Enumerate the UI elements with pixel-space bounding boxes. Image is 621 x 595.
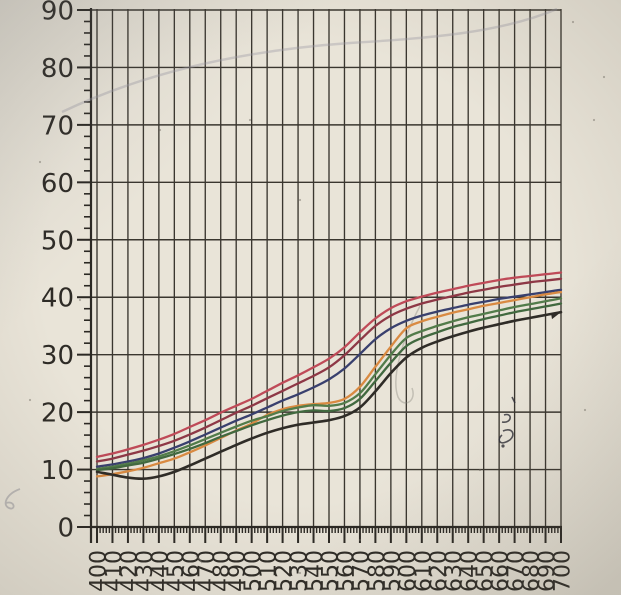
y-axis-label: 80 bbox=[41, 54, 74, 84]
ink-dot bbox=[501, 444, 505, 448]
x-axis-label: 650 bbox=[473, 550, 498, 592]
y-axis-label: 60 bbox=[41, 169, 74, 199]
speck bbox=[583, 408, 587, 412]
y-axis-label: 20 bbox=[41, 399, 74, 429]
speck bbox=[298, 571, 302, 575]
series-line-orange bbox=[95, 290, 563, 478]
x-axis-label: 510 bbox=[257, 550, 282, 592]
series-lines bbox=[95, 271, 563, 481]
x-axis-label: 490 bbox=[226, 550, 251, 592]
x-axis-label: 590 bbox=[380, 550, 405, 592]
speck bbox=[592, 118, 596, 122]
series-line-black bbox=[95, 310, 563, 481]
speck bbox=[38, 160, 42, 164]
x-axis-label: 640 bbox=[458, 550, 483, 592]
speck bbox=[602, 75, 606, 79]
series-line-dark-green bbox=[95, 302, 563, 472]
speck bbox=[358, 538, 362, 542]
x-axis-label: 670 bbox=[504, 550, 529, 592]
speck bbox=[571, 20, 575, 24]
x-axis-label: 450 bbox=[164, 550, 189, 592]
x-axis-label: 430 bbox=[133, 550, 158, 592]
pencil-loop-mid bbox=[395, 305, 421, 404]
x-axis-label: 600 bbox=[396, 550, 421, 592]
series-line-light-red bbox=[95, 271, 563, 459]
x-axis-label: 630 bbox=[442, 550, 467, 592]
x-axis-label: 700 bbox=[551, 550, 576, 592]
speck bbox=[548, 298, 552, 302]
grid bbox=[91, 9, 562, 528]
x-axis-label: 500 bbox=[241, 550, 266, 592]
x-axis-label: 480 bbox=[210, 550, 235, 592]
ink-scribble bbox=[498, 396, 516, 444]
x-axis-labels: 4004104204304404504604704804905005105205… bbox=[87, 550, 576, 592]
x-axis-label: 540 bbox=[303, 550, 328, 592]
x-axis-label: 610 bbox=[411, 550, 436, 592]
x-axis-label: 400 bbox=[87, 550, 112, 592]
y-axis-labels: 0 10 20 30 40 50 60 70 80 90 bbox=[41, 0, 74, 544]
y-axis-label: 30 bbox=[41, 341, 74, 371]
x-axis-label: 690 bbox=[535, 550, 560, 592]
y-axis-label: 70 bbox=[41, 111, 74, 141]
x-axis-label: 550 bbox=[319, 550, 344, 592]
x-axis-label: 680 bbox=[520, 550, 545, 592]
speck bbox=[248, 118, 252, 122]
axes bbox=[77, 8, 562, 543]
speck bbox=[478, 468, 482, 472]
x-axis-label: 470 bbox=[195, 550, 220, 592]
y-axis-label: 50 bbox=[41, 226, 74, 256]
dust-specks bbox=[28, 20, 606, 575]
speck bbox=[298, 198, 302, 202]
y-axis-label: 10 bbox=[41, 456, 74, 486]
black-curve-arrowhead bbox=[551, 312, 561, 320]
speck bbox=[158, 128, 162, 132]
speck bbox=[28, 398, 32, 402]
faint-pencil-curve bbox=[61, 7, 558, 114]
x-axis-label: 420 bbox=[117, 550, 142, 592]
x-axis-label: 410 bbox=[102, 550, 127, 592]
x-axis-label: 580 bbox=[365, 550, 390, 592]
series-line-dark-red bbox=[95, 277, 563, 463]
x-axis-label: 660 bbox=[489, 550, 514, 592]
x-axis-label: 620 bbox=[427, 550, 452, 592]
y-axis-label: 0 bbox=[57, 514, 74, 544]
x-axis-label: 570 bbox=[349, 550, 374, 592]
pencil-marks bbox=[4, 7, 558, 564]
x-axis-label: 460 bbox=[179, 550, 204, 592]
pen-scribble bbox=[498, 396, 516, 448]
y-axis-label: 40 bbox=[41, 284, 74, 314]
series-line-green bbox=[95, 297, 563, 471]
series-line-blue bbox=[95, 288, 563, 468]
y-axis-label: 90 bbox=[41, 0, 74, 27]
pencil-squiggle-bottom-left bbox=[4, 488, 21, 510]
small-stray-mark bbox=[195, 555, 203, 564]
x-axis-label: 440 bbox=[148, 550, 173, 592]
x-axis-label: 530 bbox=[288, 550, 313, 592]
x-axis-label: 520 bbox=[272, 550, 297, 592]
x-axis-label: 560 bbox=[334, 550, 359, 592]
speck bbox=[78, 298, 82, 302]
